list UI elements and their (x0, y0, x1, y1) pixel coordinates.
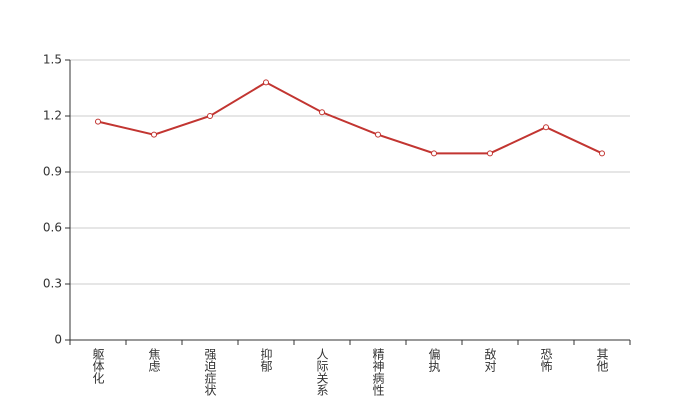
x-tick-label: 躯体化 (91, 347, 105, 385)
point (543, 124, 549, 131)
x-tick-label: 人际关系 (315, 348, 329, 396)
y-tick-label: 0.9 (43, 165, 62, 179)
y-tick-label: 0 (54, 333, 62, 347)
x-tick-label: 敌对 (483, 347, 497, 372)
point (207, 113, 213, 119)
line (97, 81, 603, 155)
point (487, 150, 493, 157)
x-tick-label: 强迫症状 (203, 348, 217, 396)
point (375, 131, 381, 138)
point (151, 131, 157, 138)
y-tick-label: 1.5 (43, 53, 62, 67)
y-tick-label: 1.2 (43, 109, 62, 123)
x-tick-label: 抑郁 (259, 347, 273, 373)
point (263, 79, 269, 86)
x-tick-label: 精神病性 (371, 348, 385, 397)
x-tick-label: 恐怖 (539, 348, 553, 372)
point (599, 150, 605, 157)
point (431, 150, 437, 157)
point (95, 118, 101, 125)
y-tick-label: 0.3 (43, 277, 62, 291)
x-tick-label: 其他 (595, 348, 609, 372)
x-tick-label: 焦虑 (147, 348, 161, 372)
point (319, 109, 325, 116)
y-tick-label: 0.6 (43, 221, 62, 235)
x-tick-label: 偏执 (427, 347, 441, 373)
